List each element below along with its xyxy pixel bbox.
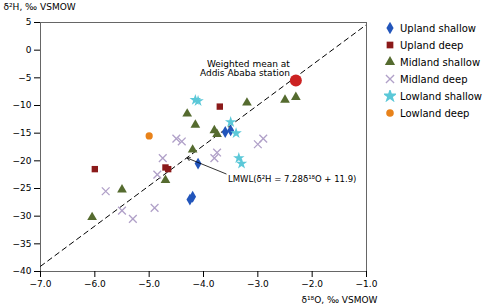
html-text:Lowland shallow: Lowland shallow [400, 90, 482, 102]
html-text:Upland shallow: Upland shallow [400, 22, 476, 34]
svg-text:−2.0: −2.0 [301, 279, 323, 289]
svg-text:−10: −10 [13, 100, 32, 110]
svg-text:−3.0: −3.0 [247, 279, 269, 289]
svg-text:Weighted mean atAddis Ababa st: Weighted mean atAddis Ababa station [200, 59, 290, 78]
html-text:Midland deep: Midland deep [400, 73, 468, 85]
html-text:Upland deep: Upland deep [400, 39, 464, 51]
svg-text:0: 0 [26, 45, 32, 55]
svg-text:δ¹⁸O, ‰ VSMOW: δ¹⁸O, ‰ VSMOW [301, 295, 377, 305]
svg-text:5: 5 [26, 17, 32, 27]
svg-text:−7.0: −7.0 [30, 279, 52, 289]
html-text:Lowland deep: Lowland deep [400, 107, 470, 119]
svg-text:−25: −25 [13, 183, 32, 193]
html-text:Midland shallow: Midland shallow [400, 56, 481, 68]
svg-text:−40: −40 [13, 266, 32, 276]
svg-text:−4.0: −4.0 [193, 279, 215, 289]
svg-text:−1.0: −1.0 [356, 279, 378, 289]
svg-text:−6.0: −6.0 [84, 279, 106, 289]
svg-text:LMWL(δ²H = 7.28δ¹⁸O + 11.9): LMWL(δ²H = 7.28δ¹⁸O + 11.9) [228, 174, 356, 184]
svg-text:−5.0: −5.0 [138, 279, 160, 289]
svg-text:−20: −20 [13, 156, 32, 166]
svg-text:−5: −5 [18, 73, 31, 83]
svg-text:−35: −35 [13, 239, 32, 249]
svg-text:−15: −15 [13, 128, 32, 138]
svg-text:−30: −30 [13, 211, 32, 221]
svg-text:δ²H, ‰ VSMOW: δ²H, ‰ VSMOW [4, 2, 76, 12]
